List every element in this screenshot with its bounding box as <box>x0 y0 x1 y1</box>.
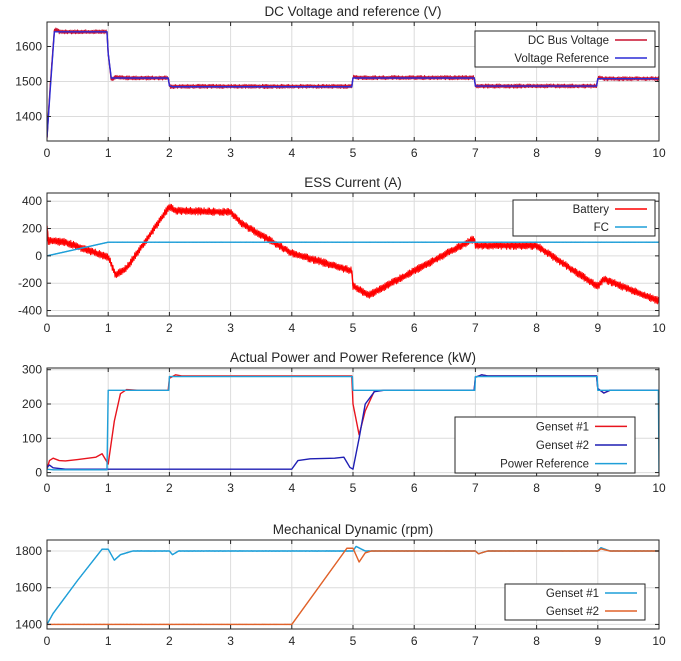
y-tick-label: -400 <box>18 304 42 318</box>
x-tick-label: 3 <box>227 634 234 648</box>
x-tick-label: 10 <box>652 321 666 335</box>
chart-title: DC Voltage and reference (V) <box>264 4 441 19</box>
x-tick-label: 3 <box>227 321 234 335</box>
x-tick-label: 2 <box>166 634 173 648</box>
x-tick-label: 8 <box>533 634 540 648</box>
x-tick-label: 1 <box>105 146 112 160</box>
series-line-noise <box>47 203 659 305</box>
x-tick-label: 4 <box>288 481 295 495</box>
y-tick-label: 300 <box>22 363 42 377</box>
y-tick-label: -200 <box>18 276 42 290</box>
chart-ess-current: ESS Current (A) 0 1 2 3 4 5 6 7 8 9 10 -400 -200 0 200 4… <box>18 175 666 335</box>
x-tick-label: 7 <box>472 481 479 495</box>
x-tick-label: 7 <box>472 321 479 335</box>
legend: Genset #1 Genset #2 <box>504 583 646 621</box>
x-tick-label: 4 <box>288 146 295 160</box>
x-tick-label: 6 <box>411 146 418 160</box>
x-tick-label: 9 <box>594 481 601 495</box>
y-tick-label: 1600 <box>15 581 42 595</box>
x-tick-label: 5 <box>350 321 357 335</box>
legend-label: Genset #2 <box>536 440 589 452</box>
y-tick-label: 0 <box>35 249 42 263</box>
legend-label: Genset #1 <box>546 588 599 600</box>
legend-label: FC <box>594 222 609 234</box>
chart-title: Mechanical Dynamic (rpm) <box>273 522 434 537</box>
x-tick-label: 10 <box>652 146 666 160</box>
series-1 <box>47 241 659 257</box>
y-tick-label: 1600 <box>15 40 42 54</box>
legend: Genset #1 Genset #2 Power Reference <box>454 416 636 474</box>
x-tick-label: 2 <box>166 146 173 160</box>
x-tick-label: 3 <box>227 481 234 495</box>
legend-label: Voltage Reference <box>514 53 609 65</box>
chart-mechanical-dynamic: Mechanical Dynamic (rpm) 0 1 2 3 4 5 6 7 8 9 10 1400… <box>15 522 666 648</box>
legend-label: Genset #1 <box>536 421 589 433</box>
x-tick-label: 8 <box>533 481 540 495</box>
x-tick-label: 9 <box>594 146 601 160</box>
y-tick-label: 1800 <box>15 544 42 558</box>
x-tick-label: 9 <box>594 321 601 335</box>
x-tick-label: 9 <box>594 634 601 648</box>
chart-dc-voltage: DC Voltage and reference (V) 0 1 2 3 4 5 6 7 8 9 10… <box>15 4 666 160</box>
legend-label: Power Reference <box>500 459 589 471</box>
x-tick-label: 5 <box>350 481 357 495</box>
chart-title: Actual Power and Power Reference (kW) <box>230 350 476 365</box>
x-tick-label: 5 <box>350 146 357 160</box>
x-tick-label: 2 <box>166 321 173 335</box>
x-tick-label: 6 <box>411 634 418 648</box>
x-tick-label: 0 <box>44 321 51 335</box>
series-1 <box>47 547 659 626</box>
legend: DC Bus Voltage Voltage Reference <box>474 30 656 68</box>
series-line <box>47 205 659 302</box>
series-line <box>47 31 659 138</box>
chart-title: ESS Current (A) <box>304 175 402 190</box>
y-tick-label: 200 <box>22 397 42 411</box>
series-line <box>47 375 659 473</box>
legend-label: DC Bus Voltage <box>528 35 609 47</box>
legend: Battery FC <box>512 199 656 237</box>
legend-label: Battery <box>573 204 610 216</box>
x-tick-label: 0 <box>44 146 51 160</box>
legend-box <box>474 30 656 68</box>
x-tick-label: 4 <box>288 634 295 648</box>
series-line <box>47 547 659 626</box>
x-tick-label: 3 <box>227 146 234 160</box>
series-2 <box>47 375 659 473</box>
series-1 <box>47 31 659 138</box>
x-tick-label: 4 <box>288 321 295 335</box>
chart-actual-power: Actual Power and Power Reference (kW) 0 1 2… <box>22 350 666 495</box>
x-tick-label: 6 <box>411 481 418 495</box>
series-0 <box>47 203 659 305</box>
x-tick-label: 1 <box>105 481 112 495</box>
series-line <box>47 241 659 257</box>
x-tick-label: 0 <box>44 481 51 495</box>
legend-label: Genset #2 <box>546 606 599 618</box>
x-tick-label: 5 <box>350 634 357 648</box>
y-tick-label: 1500 <box>15 75 42 89</box>
x-tick-label: 10 <box>652 481 666 495</box>
y-tick-label: 200 <box>22 222 42 236</box>
legend-box <box>512 199 656 237</box>
x-tick-label: 7 <box>472 634 479 648</box>
y-tick-label: 100 <box>22 431 42 445</box>
x-tick-label: 2 <box>166 481 173 495</box>
x-tick-label: 0 <box>44 634 51 648</box>
x-tick-label: 1 <box>105 634 112 648</box>
y-tick-label: 0 <box>35 466 42 480</box>
x-tick-label: 8 <box>533 321 540 335</box>
x-tick-label: 1 <box>105 321 112 335</box>
x-tick-label: 8 <box>533 146 540 160</box>
legend-box <box>504 583 646 621</box>
y-tick-label: 400 <box>22 194 42 208</box>
x-tick-label: 7 <box>472 146 479 160</box>
y-tick-label: 1400 <box>15 110 42 124</box>
x-tick-label: 6 <box>411 321 418 335</box>
y-tick-label: 1400 <box>15 617 42 631</box>
x-tick-label: 10 <box>652 634 666 648</box>
